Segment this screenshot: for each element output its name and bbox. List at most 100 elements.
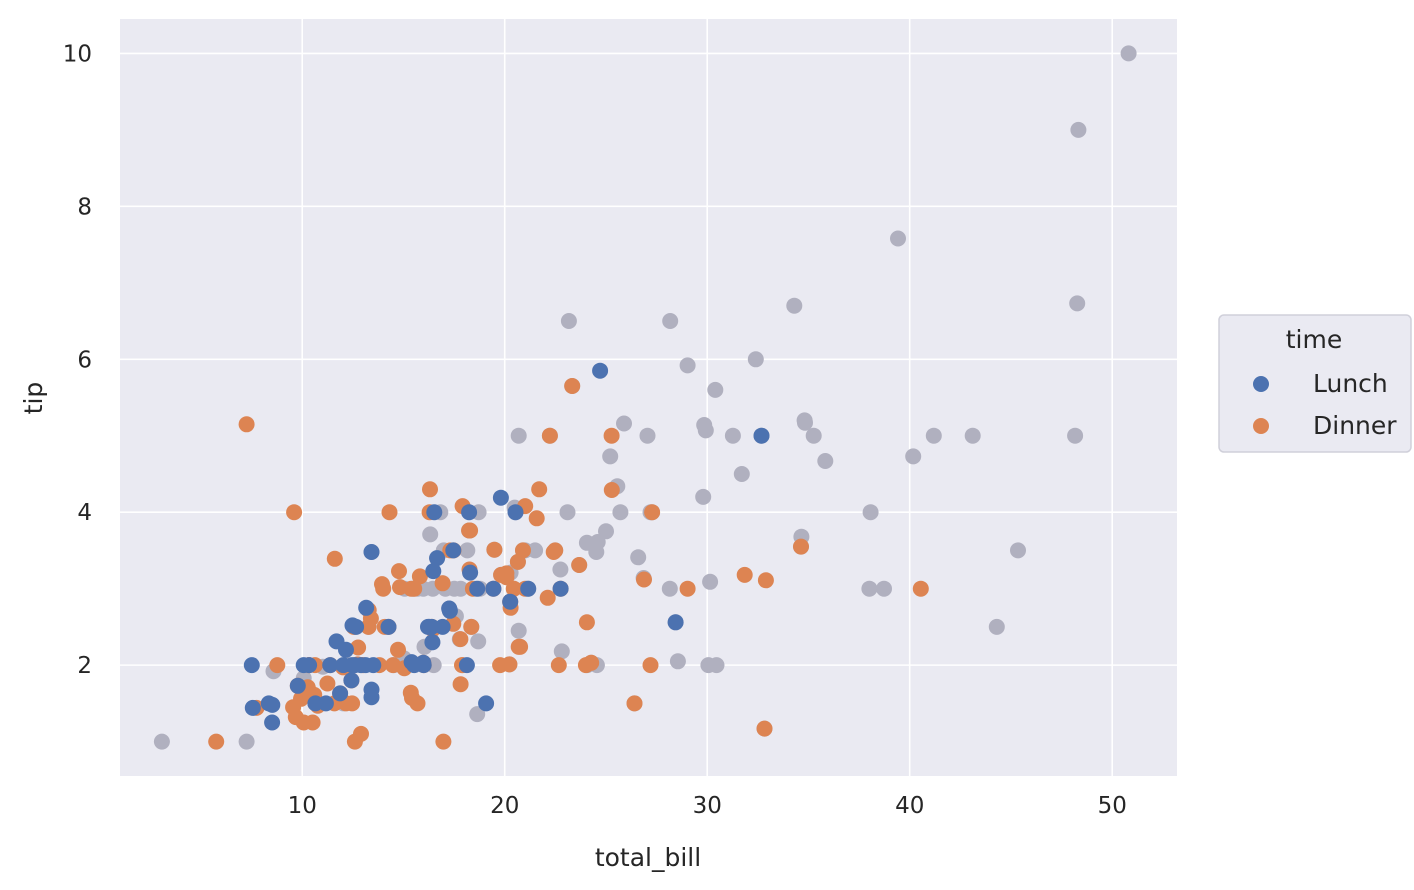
data-point-unassigned <box>708 657 725 674</box>
data-point-dinner <box>463 618 480 635</box>
data-point-unassigned <box>510 622 527 639</box>
data-point-dinner <box>486 541 503 558</box>
data-point-unassigned <box>602 448 619 465</box>
data-point-dinner <box>462 522 479 539</box>
data-point-lunch <box>507 504 524 521</box>
x-tick-label: 40 <box>895 793 924 819</box>
data-point-unassigned <box>612 504 629 521</box>
data-point-lunch <box>423 618 440 635</box>
data-point-dinner <box>541 427 558 444</box>
data-point-dinner <box>515 542 531 559</box>
data-point-lunch <box>469 580 486 597</box>
data-point-unassigned <box>707 381 724 398</box>
data-point-lunch <box>426 504 443 521</box>
data-point-lunch <box>264 714 281 731</box>
data-point-dinner <box>375 580 392 597</box>
data-point-lunch <box>492 489 509 506</box>
data-point-dinner <box>539 589 556 606</box>
data-point-dinner <box>344 695 361 712</box>
legend-label-lunch: Lunch <box>1313 369 1388 398</box>
data-point-unassigned <box>238 733 255 750</box>
data-point-lunch <box>358 599 375 616</box>
data-point-dinner <box>498 565 515 582</box>
y-tick-label: 2 <box>77 653 92 679</box>
data-point-unassigned <box>862 504 879 521</box>
data-point-dinner <box>409 695 426 712</box>
y-tick-label: 8 <box>77 194 92 220</box>
data-point-unassigned <box>964 427 981 444</box>
legend-frame <box>1218 314 1412 453</box>
data-point-dinner <box>912 580 929 597</box>
data-point-unassigned <box>695 488 712 505</box>
data-point-dinner <box>269 657 286 674</box>
data-point-lunch <box>289 677 306 694</box>
data-point-unassigned <box>679 357 696 374</box>
data-point-lunch <box>348 618 365 635</box>
data-point-lunch <box>424 634 441 651</box>
data-point-dinner <box>286 504 303 521</box>
data-point-dinner <box>679 580 696 597</box>
data-point-unassigned <box>786 297 803 314</box>
data-point-unassigned <box>452 580 469 597</box>
data-point-lunch <box>425 563 442 580</box>
data-point-unassigned <box>510 427 527 444</box>
data-point-lunch <box>458 657 475 674</box>
x-tick-label: 20 <box>490 793 519 819</box>
legend-label-dinner: Dinner <box>1313 411 1397 440</box>
data-point-dinner <box>793 538 809 555</box>
data-point-unassigned <box>905 448 922 465</box>
y-tick-label: 4 <box>77 500 92 526</box>
data-point-lunch <box>338 641 354 658</box>
data-point-lunch <box>429 550 446 567</box>
data-point-lunch <box>485 580 502 597</box>
data-point-unassigned <box>890 230 906 247</box>
data-point-dinner <box>381 504 398 521</box>
data-point-dinner <box>422 481 438 498</box>
data-point-lunch <box>365 657 382 674</box>
data-point-unassigned <box>925 427 942 444</box>
data-point-lunch <box>243 657 260 674</box>
data-point-unassigned <box>630 549 647 566</box>
data-point-dinner <box>512 638 529 655</box>
data-point-dinner <box>452 631 469 648</box>
x-axis-label: total_bill <box>595 843 701 872</box>
data-point-lunch <box>346 657 363 674</box>
data-point-unassigned <box>669 653 686 670</box>
data-point-dinner <box>757 572 774 589</box>
data-point-unassigned <box>697 422 714 439</box>
data-point-dinner <box>564 378 581 394</box>
data-point-unassigned <box>1067 427 1084 444</box>
data-point-dinner <box>208 733 225 750</box>
data-point-dinner <box>550 657 567 674</box>
data-point-dinner <box>452 676 469 693</box>
data-point-unassigned <box>1120 45 1137 62</box>
legend-marker-dinner <box>1253 418 1269 434</box>
data-point-dinner <box>501 656 518 673</box>
data-point-lunch <box>445 542 462 559</box>
tick-labels: 10 20 30 40 50 2 4 6 8 10 <box>63 41 1127 819</box>
data-point-unassigned <box>527 542 544 559</box>
data-point-lunch <box>363 689 380 706</box>
data-point-dinner <box>435 733 452 750</box>
data-point-dinner <box>626 695 643 712</box>
data-point-lunch <box>520 580 537 597</box>
data-point-dinner <box>326 550 343 567</box>
data-point-unassigned <box>470 633 487 650</box>
data-point-dinner <box>238 416 255 433</box>
data-point-unassigned <box>817 453 834 469</box>
data-point-dinner <box>528 510 545 527</box>
data-point-dinner <box>403 580 420 597</box>
data-point-unassigned <box>861 580 878 597</box>
data-point-lunch <box>301 657 318 674</box>
data-point-unassigned <box>747 351 764 368</box>
data-point-unassigned <box>724 427 741 444</box>
plot-area <box>120 19 1177 776</box>
data-point-unassigned <box>560 313 577 329</box>
data-points <box>153 45 1137 750</box>
data-point-unassigned <box>153 733 170 750</box>
data-point-lunch <box>462 564 479 581</box>
data-point-unassigned <box>797 414 813 431</box>
data-point-dinner <box>578 614 595 631</box>
data-point-dinner <box>603 482 620 498</box>
